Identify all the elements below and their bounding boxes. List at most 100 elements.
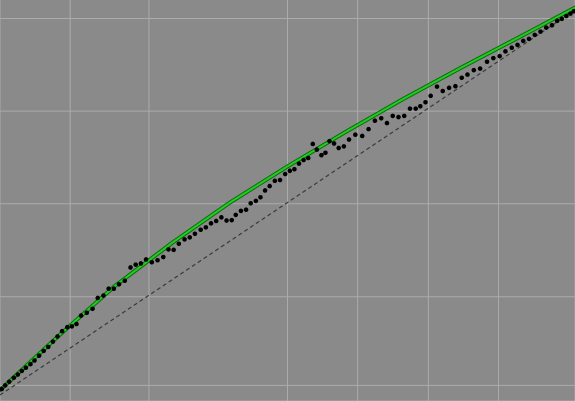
data-point-46 [229, 217, 235, 223]
data-point-81 [407, 106, 413, 111]
data-point-24 [111, 286, 117, 292]
data-point-31 [149, 259, 155, 265]
data-point-0 [0, 386, 5, 392]
data-point-77 [384, 120, 390, 126]
data-point-106 [554, 18, 560, 24]
data-point-87 [440, 88, 446, 94]
data-point-85 [428, 93, 433, 99]
data-point-83 [418, 103, 423, 109]
data-point-107 [559, 16, 565, 22]
data-point-15 [64, 324, 70, 330]
data-point-26 [122, 278, 128, 284]
data-point-103 [538, 29, 543, 34]
data-point-19 [84, 310, 90, 316]
data-point-45 [224, 218, 229, 223]
data-point-93 [477, 66, 483, 71]
data-point-73 [359, 133, 365, 139]
data-point-34 [166, 247, 171, 252]
data-point-91 [465, 72, 470, 77]
data-point-82 [413, 106, 419, 111]
data-point-16 [69, 324, 75, 329]
data-point-37 [182, 237, 187, 242]
data-point-66 [323, 150, 328, 156]
data-point-98 [509, 45, 515, 51]
data-point-88 [446, 85, 452, 91]
fit-curve-group [0, 5, 575, 393]
data-point-23 [106, 286, 111, 292]
data-point-17 [74, 321, 79, 327]
data-point-60 [296, 161, 302, 166]
data-point-109 [568, 11, 573, 16]
data-point-48 [238, 208, 244, 214]
data-point-72 [353, 132, 358, 138]
data-point-76 [378, 115, 384, 121]
data-point-1 [2, 383, 8, 388]
data-point-9 [36, 353, 42, 358]
data-point-8 [32, 358, 37, 363]
data-point-90 [459, 75, 465, 81]
data-point-41 [203, 225, 209, 230]
data-point-95 [491, 55, 496, 61]
data-point-97 [503, 49, 508, 54]
data-point-69 [336, 145, 341, 151]
data-point-21 [95, 295, 101, 301]
data-point-40 [198, 227, 203, 233]
data-point-71 [346, 137, 352, 142]
data-point-101 [526, 36, 532, 42]
fit-curve [0, 6, 575, 392]
data-point-11 [46, 344, 51, 350]
data-point-102 [532, 32, 538, 38]
data-point-12 [50, 339, 56, 344]
data-point-10 [41, 348, 46, 354]
data-point-39 [192, 231, 198, 237]
data-point-64 [314, 147, 320, 152]
data-point-43 [213, 218, 219, 224]
data-point-94 [484, 59, 490, 65]
data-point-42 [208, 221, 214, 226]
data-point-36 [176, 241, 182, 247]
data-point-20 [90, 306, 95, 312]
data-point-108 [564, 13, 569, 19]
data-point-29 [138, 261, 144, 266]
data-point-25 [116, 282, 122, 287]
data-point-70 [341, 144, 347, 149]
data-point-4 [15, 372, 21, 377]
data-point-44 [219, 215, 224, 220]
data-point-7 [28, 361, 33, 367]
data-point-3 [11, 375, 17, 381]
data-point-33 [161, 254, 166, 260]
data-point-78 [390, 113, 396, 119]
data-point-65 [319, 152, 324, 158]
data-point-14 [59, 328, 65, 334]
data-point-53 [262, 188, 268, 193]
data-point-99 [515, 42, 520, 48]
data-point-13 [55, 334, 60, 339]
data-point-89 [453, 83, 458, 89]
data-point-96 [497, 53, 502, 59]
data-point-61 [301, 157, 306, 163]
data-point-50 [248, 201, 253, 206]
data-point-51 [253, 198, 259, 204]
data-point-80 [401, 113, 407, 119]
reference-line-group [0, 9, 575, 396]
data-point-57 [282, 171, 288, 177]
data-point-6 [23, 365, 29, 371]
data-point-5 [19, 368, 25, 374]
data-point-38 [187, 235, 193, 240]
data-point-104 [543, 25, 549, 30]
data-point-92 [471, 67, 477, 73]
data-points-group [0, 8, 575, 392]
data-point-86 [434, 84, 440, 89]
data-point-18 [78, 313, 84, 318]
data-point-59 [292, 166, 297, 172]
data-point-49 [243, 207, 249, 213]
data-point-100 [520, 38, 526, 44]
data-point-22 [101, 293, 106, 298]
reference-line [0, 9, 575, 396]
data-point-67 [327, 138, 332, 144]
data-point-79 [396, 114, 401, 120]
data-point-30 [143, 257, 149, 262]
data-point-110 [571, 8, 575, 14]
data-point-55 [272, 178, 278, 184]
